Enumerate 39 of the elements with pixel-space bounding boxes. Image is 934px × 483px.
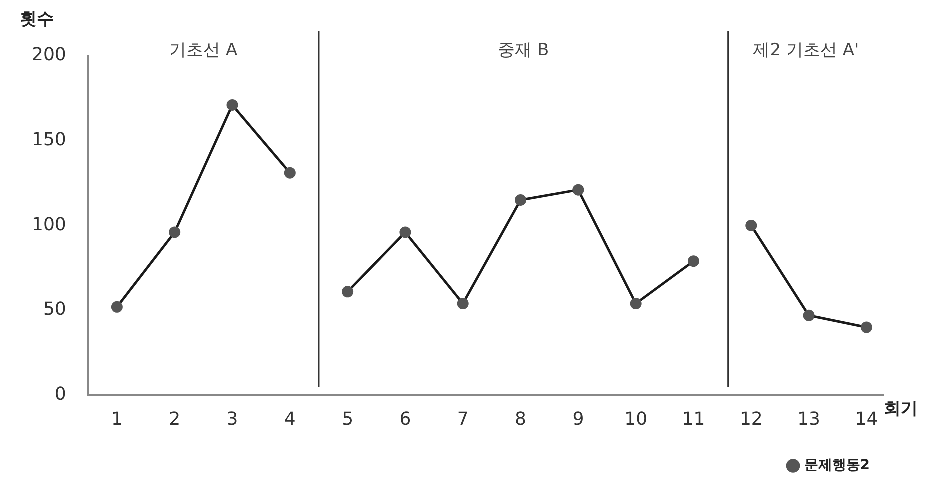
point [111, 301, 123, 313]
y-axis-title: 횟수 [20, 9, 54, 30]
point [169, 226, 181, 238]
point [457, 298, 469, 310]
point [342, 286, 354, 298]
x-tick-label: 10 [624, 408, 648, 430]
x-tick-label: 13 [798, 408, 820, 430]
point [860, 322, 872, 334]
y-tick-label: 50 [43, 299, 66, 320]
x-tick-label: 6 [400, 408, 412, 430]
legend-label: 문제행동2 [804, 458, 870, 474]
y-tick-label: 0 [54, 384, 66, 406]
point [803, 310, 815, 322]
annotation: 중재 B [498, 40, 550, 60]
x-tick-label: 4 [284, 408, 296, 430]
x-tick-label: 12 [740, 408, 763, 430]
point [284, 167, 296, 179]
y-tick-label: 200 [32, 44, 66, 66]
x-tick-label: 11 [682, 408, 706, 430]
x-tick-label: 2 [169, 408, 181, 430]
point [400, 226, 412, 238]
x-tick-label: 8 [515, 408, 526, 430]
x-tick-label: 14 [855, 408, 878, 430]
x-tick-label: 3 [226, 408, 238, 430]
y-tick-label: 150 [32, 130, 66, 151]
x-tick-label: 5 [342, 408, 354, 430]
annotation: 기초선 A [170, 40, 238, 60]
point [572, 184, 584, 196]
x-tick-label: 7 [457, 408, 469, 430]
x-tick-label: 1 [111, 408, 123, 430]
x-axis-title: 회기 [884, 398, 918, 419]
annotation: 제2 기초선 A' [753, 40, 860, 60]
point [515, 194, 527, 206]
point [226, 99, 238, 111]
y-tick-label: 100 [32, 214, 66, 236]
point [688, 256, 700, 268]
point [746, 220, 758, 232]
point [630, 298, 642, 310]
x-tick-label: 9 [572, 408, 584, 430]
